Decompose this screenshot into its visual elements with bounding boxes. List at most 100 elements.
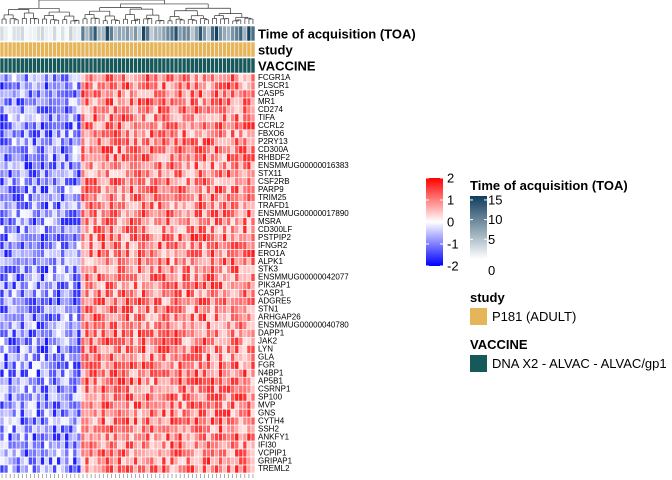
heatmap-cell: [0, 185, 5, 195]
heatmap-cell: [246, 305, 252, 314]
heatmap-cell: [60, 265, 66, 274]
heatmap-cell: [11, 145, 17, 155]
heatmap-cell: [28, 432, 33, 442]
heatmap-cell: [108, 464, 114, 474]
heatmap-cell: [0, 416, 5, 426]
heatmap-cell: [7, 289, 13, 298]
heatmap-cell: [121, 241, 126, 250]
heatmap-cell: [238, 105, 244, 115]
vaccine-annotation-cell: [84, 57, 90, 74]
heatmap-cell: [113, 193, 118, 202]
heatmap-cell: [145, 400, 151, 410]
heatmap-cell: [214, 368, 219, 378]
heatmap-cell: [23, 89, 29, 99]
heatmap-cell: [222, 313, 227, 322]
heatmap-cell: [214, 89, 219, 99]
heatmap-cell: [214, 257, 219, 266]
heatmap-cell: [0, 161, 5, 171]
heatmap-cell: [198, 265, 203, 274]
heatmap-cell: [153, 448, 159, 458]
heatmap-cell: [185, 368, 191, 378]
heatmap-cell: [210, 313, 215, 322]
study-annotation-cell: [210, 41, 215, 58]
heatmap-cell: [76, 177, 82, 187]
heatmap-cell: [15, 105, 21, 115]
heatmap-cell: [7, 456, 13, 466]
heatmap-cell: [32, 121, 37, 131]
heatmap-cell: [15, 73, 21, 83]
heatmap-cell: [121, 424, 126, 434]
heatmap-cell: [149, 265, 155, 274]
heatmap-cell: [88, 400, 94, 410]
heatmap-cell: [104, 368, 110, 378]
heatmap-cell: [76, 201, 82, 210]
heatmap-cell: [113, 289, 118, 298]
heatmap-cell: [36, 145, 41, 155]
heatmap-cell: [129, 233, 134, 242]
heatmap-cell: [161, 241, 167, 250]
heatmap-cell: [44, 217, 49, 226]
heatmap-cell: [88, 376, 94, 386]
study-annotation-cell: [193, 41, 199, 58]
heatmap-cell: [76, 129, 82, 139]
heatmap-cell: [76, 384, 82, 394]
heatmap-cell: [68, 384, 74, 394]
heatmap-cell: [202, 400, 207, 410]
heatmap-cell: [181, 81, 187, 91]
heatmap-cell: [52, 121, 57, 131]
heatmap-cell: [44, 321, 49, 330]
heatmap-cell: [52, 337, 57, 346]
heatmap-cell: [198, 400, 203, 410]
heatmap-cell: [92, 432, 98, 442]
heatmap-cell: [202, 121, 207, 131]
heatmap-cell: [181, 153, 187, 163]
heatmap-cell: [222, 352, 227, 362]
heatmap-cell: [153, 265, 159, 274]
heatmap-cell: [214, 464, 219, 474]
heatmap-cell: [36, 321, 41, 330]
heatmap-cell: [40, 201, 45, 210]
heatmap-cell: [117, 193, 122, 202]
heatmap-cell: [210, 193, 215, 202]
heatmap-cell: [100, 416, 106, 426]
heatmap-cell: [100, 81, 106, 91]
heatmap-cell: [226, 424, 232, 434]
heatmap-cell: [108, 265, 114, 274]
heatmap-cell: [161, 456, 167, 466]
heatmap-cell: [3, 113, 9, 123]
heatmap-cell: [44, 81, 49, 91]
heatmap-cell: [226, 249, 232, 258]
heatmap-cell: [104, 209, 110, 218]
heatmap-cell: [210, 97, 215, 107]
toa-annotation-cell: [96, 25, 102, 42]
heatmap-cell: [56, 81, 62, 91]
toa-annotation-cell: [84, 25, 90, 42]
heatmap-cell: [230, 265, 236, 274]
study-annotation-cell: [72, 41, 78, 58]
toa-legend-tick-label: 5: [488, 232, 495, 247]
heatmap-cell: [15, 456, 21, 466]
heatmap-cell: [104, 416, 110, 426]
heatmap-cell: [48, 368, 53, 378]
heatmap-cell: [234, 273, 240, 282]
heatmap-cell: [72, 464, 78, 474]
heatmap-cell: [52, 185, 57, 195]
heatmap-cell: [198, 384, 203, 394]
heatmap-cell: [19, 392, 25, 402]
heatmap-cell: [23, 217, 29, 226]
heatmap-cell: [60, 161, 66, 171]
heatmap-cell: [68, 345, 74, 354]
heatmap-cell: [246, 384, 252, 394]
heatmap-cell: [19, 145, 25, 155]
heatmap-cell: [96, 209, 102, 218]
heatmap-cell: [149, 241, 155, 250]
heatmap-cell: [234, 177, 240, 187]
heatmap-cell: [226, 105, 232, 115]
heatmap-cell: [96, 233, 102, 242]
heatmap-cell: [100, 376, 106, 386]
heatmap-cell: [100, 408, 106, 418]
heatmap-cell: [133, 193, 138, 202]
heatmap-cell: [72, 257, 78, 266]
heatmap-cell: [189, 360, 195, 370]
heatmap-cell: [121, 217, 126, 226]
